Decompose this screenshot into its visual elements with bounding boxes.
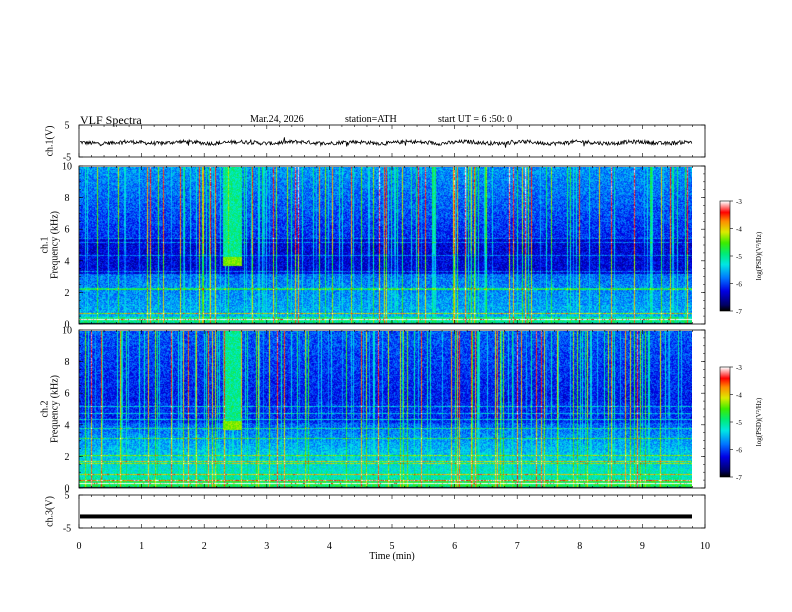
ch2-colorbar	[720, 367, 730, 477]
colorbar-tick-label: -4	[736, 392, 742, 400]
colorbar-tick-label: -3	[736, 364, 742, 372]
y-axis-label: ch.1	[39, 237, 50, 254]
y-axis-label: Frequency (kHz)	[49, 211, 60, 279]
colorbar-frame	[719, 366, 731, 478]
panel-frame-3	[78, 329, 706, 489]
colorbar-label: log(PSD)(V²/Hz)	[755, 231, 763, 280]
colorbar-tick-label: -6	[736, 281, 742, 289]
x-tick-label: 0	[77, 541, 82, 552]
colorbar-tick-label: -3	[736, 198, 742, 206]
station-label: station=ATH	[345, 114, 397, 125]
x-tick-label: 2	[202, 541, 207, 552]
colorbar-tick-label: -5	[736, 253, 742, 261]
y-tick-label: 6	[65, 389, 70, 400]
colorbar-tick-label: -7	[736, 474, 742, 482]
ch1-colorbar	[720, 201, 730, 311]
x-tick-label: 9	[640, 541, 645, 552]
colorbar-tick-label: -6	[736, 447, 742, 455]
colorbar-label: log(PSD)(V²/Hz)	[755, 397, 763, 446]
x-tick-label: 5	[390, 541, 395, 552]
y-tick-label: 10	[62, 326, 72, 337]
ch1-spectrogram	[79, 167, 692, 324]
y-tick-label: -5	[63, 153, 71, 164]
y-tick-label: 5	[65, 121, 70, 132]
y-axis-label: ch.2	[39, 401, 50, 418]
x-tick-label: 7	[515, 541, 520, 552]
x-tick-label: 4	[327, 541, 332, 552]
date-label: Mar.24, 2026	[250, 114, 304, 125]
panel-frame-4	[78, 494, 706, 529]
ch1-waveform-line	[79, 137, 693, 148]
y-axis-label: Frequency (kHz)	[49, 375, 60, 443]
ch3-waveform-line	[80, 514, 692, 519]
colorbar-tick-label: -4	[736, 226, 742, 234]
colorbar-tick-label: -5	[736, 419, 742, 427]
y-tick-label: 0	[65, 320, 70, 331]
y-axis-label: ch.1(V)	[44, 126, 55, 157]
x-tick-label: 1	[139, 541, 144, 552]
panel-frame-1	[78, 124, 706, 158]
x-tick-label: 3	[264, 541, 269, 552]
ch2-spectrogram	[79, 331, 692, 488]
x-tick-label: 8	[577, 541, 582, 552]
y-tick-label: 2	[65, 288, 70, 299]
x-tick-label: 6	[452, 541, 457, 552]
y-tick-label: 8	[65, 193, 70, 204]
y-axis-label: ch.3(V)	[44, 496, 55, 527]
x-tick-label: 10	[700, 541, 710, 552]
y-tick-label: 8	[65, 357, 70, 368]
y-tick-label: 4	[65, 420, 70, 431]
start-time-label: start UT = 6 :50: 0	[438, 114, 513, 125]
panel-frame-2	[78, 165, 706, 325]
y-tick-label: 5	[65, 491, 70, 502]
y-tick-label: 6	[65, 225, 70, 236]
y-tick-label: 10	[62, 162, 72, 173]
colorbar-frame	[719, 200, 731, 312]
y-tick-label: 0	[65, 484, 70, 495]
x-axis-label: Time (min)	[369, 551, 414, 562]
y-tick-label: 4	[65, 256, 70, 267]
colorbar-tick-label: -7	[736, 308, 742, 316]
y-tick-label: -5	[63, 524, 71, 535]
plot-title: VLF Spectra	[80, 113, 142, 127]
y-tick-label: 2	[65, 452, 70, 463]
